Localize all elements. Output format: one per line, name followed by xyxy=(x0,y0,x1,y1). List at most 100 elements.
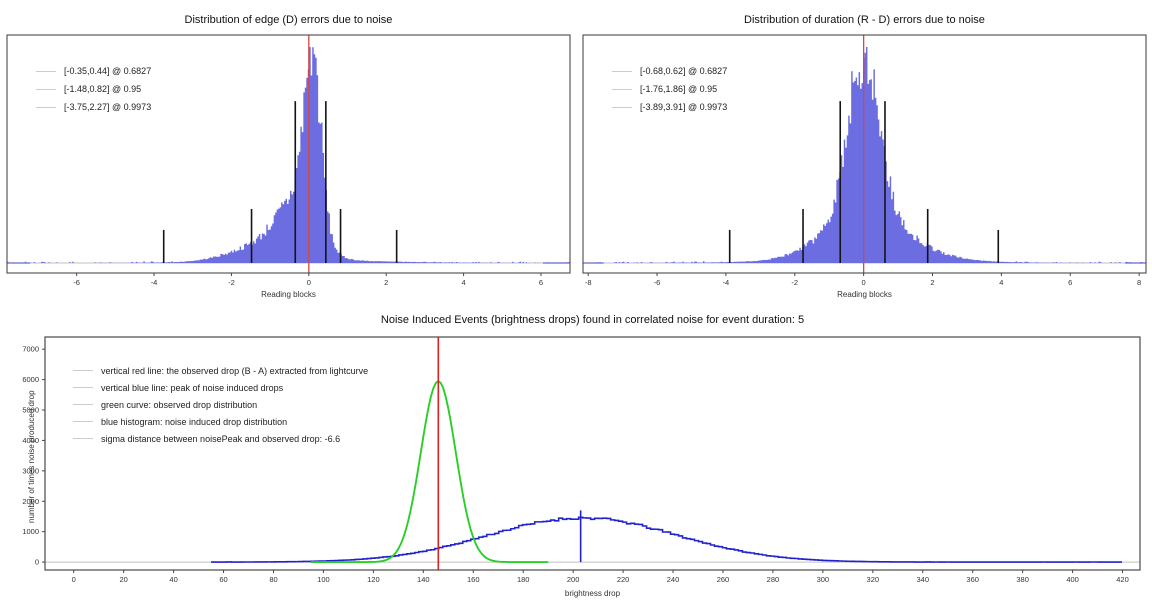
histogram-series xyxy=(7,47,570,263)
x-tick-label: 400 xyxy=(1066,575,1079,584)
legend-item: vertical red line: the observed drop (B … xyxy=(73,362,368,379)
legend-line-icon xyxy=(612,70,632,72)
noise-histogram-curve xyxy=(211,516,1123,563)
legend-label: [-1.76,1.86] @ 0.95 xyxy=(640,84,718,94)
x-tick-label: 140 xyxy=(417,575,430,584)
legend-item: green curve: observed drop distribution xyxy=(73,396,368,413)
x-tick-label: 180 xyxy=(517,575,530,584)
y-tick-label: 7000 xyxy=(22,345,39,354)
x-tick-label: 220 xyxy=(617,575,630,584)
x-tick-label: 380 xyxy=(1016,575,1029,584)
plot-noise-induced-events: 0 20 40 60 80 100 120 140 160 180 200 220 240 260 280 3… xyxy=(0,308,1152,608)
plot-duration-errors: -8 -6 -4 -2 0 2 4 6 8 Reading blocks Distribution… xyxy=(576,0,1152,308)
legend-line-icon xyxy=(612,88,632,90)
legend-noise-events: vertical red line: the observed drop (B … xyxy=(73,362,368,447)
plot-edge-errors: -6 -4 -2 0 2 4 6 Reading blocks Distribution of… xyxy=(0,0,576,308)
x-tick-label: 8 xyxy=(1137,278,1141,287)
legend-label: [-3.75,2.27] @ 0.9973 xyxy=(64,102,152,112)
legend-line-icon xyxy=(36,106,56,108)
x-tick-label: 6 xyxy=(1068,278,1072,287)
x-tick-label: 340 xyxy=(916,575,929,584)
x-axis-label: Reading blocks xyxy=(837,290,892,299)
legend-item: sigma distance between noisePeak and obs… xyxy=(73,430,368,447)
plot-frame xyxy=(44,336,1141,571)
legend-item: [-1.76,1.86] @ 0.95 xyxy=(612,80,727,98)
x-tick-label: -4 xyxy=(151,278,158,287)
noise-induced-events: 0 20 40 60 80 100 120 140 160 180 200 220 240 260 280 3… xyxy=(22,336,1141,598)
legend-item: [-1.48,0.82] @ 0.95 xyxy=(36,80,151,98)
plot-frame xyxy=(6,34,571,274)
x-axis-label: Reading blocks xyxy=(261,290,316,299)
y-tick-label: 4000 xyxy=(22,436,39,445)
x-tick-label: 0 xyxy=(72,575,76,584)
x-tick-label: -2 xyxy=(791,278,798,287)
y-tick-label: 0 xyxy=(35,558,39,567)
duration-errors-canvas: -8 -6 -4 -2 0 2 4 6 8 Reading blocks xyxy=(582,34,1147,299)
edge-errors-canvas: -6 -4 -2 0 2 4 6 Reading blocks xyxy=(6,34,571,299)
legend-item: [-0.68,0.62] @ 0.6827 xyxy=(612,62,727,80)
x-tick-label: 160 xyxy=(467,575,480,584)
x-tick-label: 120 xyxy=(367,575,380,584)
x-tick-label: 240 xyxy=(667,575,680,584)
plot-title-edge-errors: Distribution of edge (D) errors due to n… xyxy=(184,14,393,26)
x-tick-label: 360 xyxy=(966,575,979,584)
legend-label: [-3.89,3.91] @ 0.9973 xyxy=(640,102,728,112)
x-tick-label: 0 xyxy=(862,278,866,287)
legend-edge-errors: [-0.35,0.44] @ 0.6827 [-1.48,0.82] @ 0.9… xyxy=(36,62,151,116)
x-tick-label: -4 xyxy=(723,278,730,287)
noise-events-canvas: 0 20 40 60 80 100 120 140 160 180 200 220 240 260 280 3… xyxy=(22,336,1141,598)
y-tick-label: 6000 xyxy=(22,375,39,384)
x-tick-label: 200 xyxy=(567,575,580,584)
x-tick-label: 6 xyxy=(539,278,543,287)
observed-drop-curve xyxy=(310,379,549,564)
legend-label: green curve: observed drop distribution xyxy=(101,399,258,410)
x-tick-label: 260 xyxy=(717,575,730,584)
legend-item: [-0.35,0.44] @ 0.6827 xyxy=(36,62,151,80)
plot-title-noise-events: Noise Induced Events (brightness drops) … xyxy=(380,314,805,326)
legend-label: blue histogram: noise induced drop distr… xyxy=(101,416,288,427)
x-tick-label: 4 xyxy=(999,278,1003,287)
x-tick-label: 2 xyxy=(384,278,388,287)
legend-label: vertical red line: the observed drop (B … xyxy=(101,365,369,376)
histogram-series xyxy=(583,47,1146,263)
legend-item: vertical blue line: peak of noise induce… xyxy=(73,379,368,396)
legend-duration-errors: [-0.68,0.62] @ 0.6827 [-1.76,1.86] @ 0.9… xyxy=(612,62,727,116)
x-tick-label: 2 xyxy=(930,278,934,287)
x-tick-label: 320 xyxy=(867,575,880,584)
legend-line-icon xyxy=(73,404,93,405)
legend-item: [-3.89,3.91] @ 0.9973 xyxy=(612,98,727,116)
x-tick-label: 280 xyxy=(767,575,780,584)
y-axis-label: number of times noise produced drop xyxy=(27,390,36,523)
legend-line-icon xyxy=(73,387,93,388)
x-tick-label: 40 xyxy=(169,575,177,584)
x-tick-label: -6 xyxy=(654,278,661,287)
x-tick-label: 60 xyxy=(219,575,227,584)
x-tick-label: -2 xyxy=(228,278,235,287)
legend-line-icon xyxy=(73,370,93,371)
legend-line-icon xyxy=(36,70,56,72)
legend-label: [-0.68,0.62] @ 0.6827 xyxy=(640,66,728,76)
y-tick-label: 5000 xyxy=(22,406,39,415)
legend-line-icon xyxy=(36,88,56,90)
legend-item: [-3.75,2.27] @ 0.9973 xyxy=(36,98,151,116)
legend-label: vertical blue line: peak of noise induce… xyxy=(101,382,284,393)
legend-label: [-1.48,0.82] @ 0.95 xyxy=(64,84,142,94)
x-axis-label: brightness drop xyxy=(565,589,621,598)
y-tick-label: 1000 xyxy=(22,527,39,536)
plot-title-duration-errors: Distribution of duration (R - D) errors … xyxy=(744,14,985,26)
legend-line-icon xyxy=(612,106,632,108)
x-tick-label: 80 xyxy=(269,575,277,584)
x-tick-label: -8 xyxy=(585,278,592,287)
y-tick-label: 3000 xyxy=(22,466,39,475)
legend-line-icon xyxy=(73,421,93,422)
edge-error-distribution: -6 -4 -2 0 2 4 6 Reading blocks xyxy=(6,34,571,299)
y-tick-label: 2000 xyxy=(22,497,39,506)
x-tick-label: 420 xyxy=(1116,575,1129,584)
x-tick-label: 4 xyxy=(462,278,466,287)
legend-label: sigma distance between noisePeak and obs… xyxy=(101,433,341,444)
legend-label: [-0.35,0.44] @ 0.6827 xyxy=(64,66,152,76)
plot-frame xyxy=(582,34,1147,274)
legend-line-icon xyxy=(73,438,93,439)
duration-error-distribution: -8 -6 -4 -2 0 2 4 6 8 Reading blocks xyxy=(582,34,1147,299)
